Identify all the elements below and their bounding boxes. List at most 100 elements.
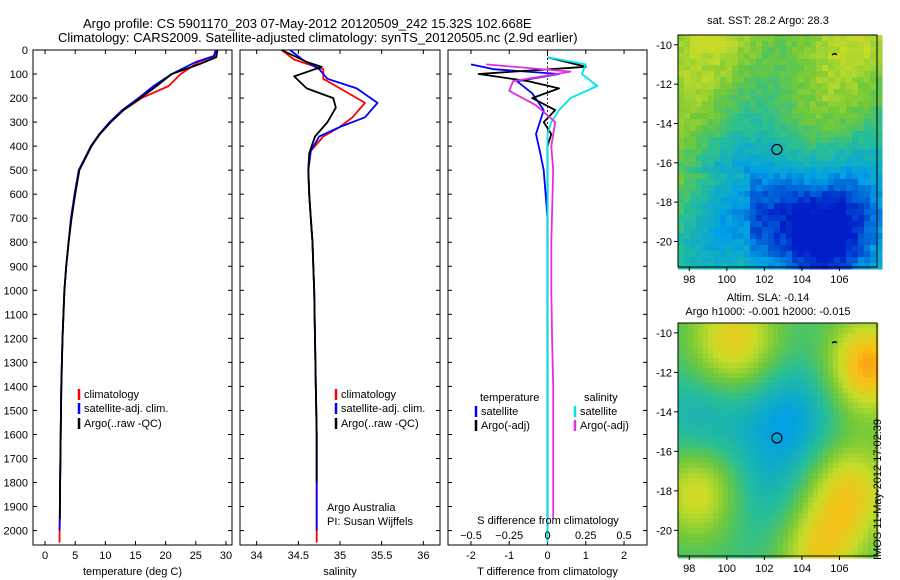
map-cell bbox=[783, 518, 789, 524]
map-cell bbox=[753, 423, 759, 429]
map-cell bbox=[728, 523, 734, 529]
map-cell bbox=[743, 543, 749, 549]
map-cell bbox=[804, 125, 811, 132]
map-cell bbox=[846, 83, 853, 90]
map-cell bbox=[870, 233, 877, 240]
map-cell bbox=[714, 95, 721, 102]
y-tick-label: 300 bbox=[10, 117, 28, 129]
map-cell bbox=[876, 191, 883, 198]
map-cell bbox=[808, 468, 814, 474]
map-cell bbox=[690, 161, 697, 168]
map-cell bbox=[762, 197, 769, 204]
map-cell bbox=[804, 41, 811, 48]
map-cell bbox=[684, 155, 691, 162]
series-line-2 bbox=[546, 56, 599, 543]
map-cell bbox=[748, 338, 754, 344]
map-cell bbox=[822, 53, 829, 60]
map-cell bbox=[863, 398, 869, 404]
map-cell bbox=[876, 161, 883, 168]
map-cell bbox=[774, 125, 781, 132]
map-cell bbox=[756, 263, 763, 270]
map-cell bbox=[810, 143, 817, 150]
map-cell bbox=[828, 239, 835, 246]
map-cell bbox=[758, 398, 764, 404]
map-cell bbox=[786, 161, 793, 168]
map-cell bbox=[683, 343, 689, 349]
map-cell bbox=[828, 358, 834, 364]
map-cell bbox=[868, 358, 874, 364]
map-cell bbox=[773, 343, 779, 349]
map-cell bbox=[858, 233, 865, 240]
map-cell bbox=[684, 77, 691, 84]
map-cell bbox=[846, 215, 853, 222]
map-cell bbox=[873, 508, 879, 514]
map-cell bbox=[848, 458, 854, 464]
map-cell bbox=[693, 498, 699, 504]
map-cell bbox=[863, 463, 869, 469]
map-cell bbox=[863, 453, 869, 459]
x-tick-label: 30 bbox=[220, 550, 232, 562]
map-cell bbox=[758, 538, 764, 544]
map-cell bbox=[876, 185, 883, 192]
map-cell bbox=[780, 65, 787, 72]
map-cell bbox=[768, 508, 774, 514]
map-cell bbox=[793, 418, 799, 424]
salinity-panel: 34 34.5 35 35.5 36salinityclimatologysatelli… bbox=[239, 49, 441, 578]
map-cell bbox=[863, 388, 869, 394]
map-cell bbox=[786, 137, 793, 144]
map-cell bbox=[864, 221, 871, 228]
map-cell bbox=[783, 338, 789, 344]
map-cell bbox=[853, 543, 859, 549]
map-cell bbox=[816, 149, 823, 156]
map-cell bbox=[843, 373, 849, 379]
map-cell bbox=[833, 338, 839, 344]
map-cell bbox=[726, 35, 733, 42]
map-cell bbox=[852, 161, 859, 168]
map-cell bbox=[708, 458, 714, 464]
map-cell bbox=[723, 338, 729, 344]
map-cell bbox=[778, 333, 784, 339]
map-cell bbox=[808, 433, 814, 439]
map-cell bbox=[708, 113, 715, 120]
map-cell bbox=[788, 348, 794, 354]
map-cell bbox=[750, 83, 757, 90]
map-cell bbox=[780, 209, 787, 216]
map-cell bbox=[852, 155, 859, 162]
map-cell bbox=[714, 113, 721, 120]
map-cell bbox=[863, 343, 869, 349]
map-cell bbox=[858, 95, 865, 102]
map-cell bbox=[768, 209, 775, 216]
map-cell bbox=[863, 413, 869, 419]
map-cell bbox=[774, 209, 781, 216]
series-line-3 bbox=[486, 63, 572, 519]
map-cell bbox=[780, 47, 787, 54]
map-cell bbox=[808, 498, 814, 504]
map-cell bbox=[703, 333, 709, 339]
map-cell bbox=[786, 263, 793, 270]
map-cell bbox=[738, 458, 744, 464]
map-cell bbox=[693, 488, 699, 494]
map-cell bbox=[756, 65, 763, 72]
map-cell bbox=[863, 533, 869, 539]
map-cell bbox=[713, 483, 719, 489]
map-frame bbox=[677, 322, 878, 557]
map-cell bbox=[702, 167, 709, 174]
map-cell bbox=[698, 503, 704, 509]
map-cell bbox=[753, 383, 759, 389]
map-cell bbox=[808, 363, 814, 369]
map-cell bbox=[828, 393, 834, 399]
map-cell bbox=[868, 478, 874, 484]
map-cell bbox=[838, 423, 844, 429]
map-cell bbox=[748, 333, 754, 339]
map-cell bbox=[684, 89, 691, 96]
map-cell bbox=[702, 215, 709, 222]
map-cell bbox=[818, 543, 824, 549]
map-cell bbox=[690, 245, 697, 252]
title-line-1: Argo profile: CS 5901170_203 07-May-2012… bbox=[83, 16, 532, 31]
map-cell bbox=[780, 59, 787, 66]
map-cell bbox=[788, 383, 794, 389]
map-cell bbox=[838, 353, 844, 359]
map-cell bbox=[718, 383, 724, 389]
map-cell bbox=[833, 413, 839, 419]
map-cell bbox=[818, 343, 824, 349]
